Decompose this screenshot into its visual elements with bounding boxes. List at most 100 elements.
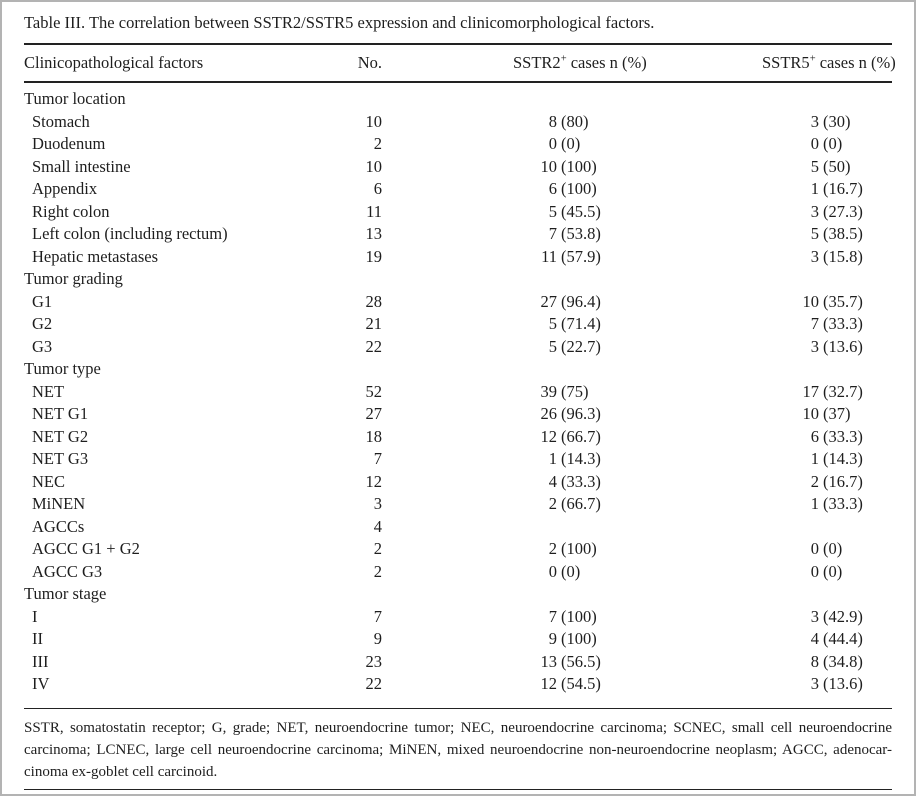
table-row: I 7 7 (100) 3 (42.9) (24, 606, 892, 629)
sstr2-value-pct: (45.5) (561, 201, 601, 221)
row-label: AGCC G1 + G2 (32, 539, 140, 558)
sstr5-value-count: 3 (810, 111, 819, 131)
sstr2-value: 2 (100) (390, 538, 686, 561)
sstr5-value: 3 (27.3) (686, 201, 892, 224)
sstr2-value: 13 (56.5) (390, 651, 686, 674)
row-label: MiNEN (32, 494, 86, 513)
sstr2-value-count: 13 (540, 651, 558, 671)
sstr2-value-count: 1 (548, 449, 557, 468)
sstr5-value-count: 5 (810, 224, 819, 243)
sstr2-value-pct: (14.3) (561, 449, 601, 468)
sstr2-value: 5 (22.7) (390, 336, 686, 359)
sstr5-plus-superscript: + (809, 53, 816, 65)
row-no: 6 (373, 179, 382, 198)
row-label: I (32, 606, 38, 626)
sstr5-value: 4 (44.4) (686, 628, 892, 651)
sstr2-value-pct: (53.8) (561, 224, 601, 243)
sstr5-value-pct: (13.6) (823, 336, 863, 356)
row-no: 10 (365, 156, 383, 176)
row-label: G1 (32, 291, 53, 311)
section-row: Tumor location (24, 82, 892, 111)
sstr2-value-count: 5 (548, 336, 557, 356)
row-no: 2 (373, 539, 382, 558)
table-title: Table III. The correlation between SSTR2… (24, 13, 655, 32)
header-row: Clinicopathological factors No. SSTR2+ c… (24, 43, 896, 83)
sstr2-value-pct: (96.3) (561, 404, 601, 423)
table-row: AGCC G1 + G2 2 2 (100) 0 (0) (24, 538, 892, 561)
table-row: Appendix 6 6 (100) 1 (16.7) (24, 178, 892, 201)
sstr2-label-rest: cases n (%) (566, 53, 647, 72)
sstr5-value: 10 (37) (686, 403, 892, 426)
row-label: Duodenum (32, 134, 106, 153)
sstr2-value-pct: (96.4) (561, 291, 601, 311)
sstr2-value: 5 (71.4) (390, 313, 686, 336)
section-label: Tumor location (24, 89, 126, 108)
footnote-line: cinoma ex-goblet cell carcinoid. (24, 763, 218, 780)
sstr2-value-count: 5 (548, 201, 557, 221)
table-row: MiNEN 3 2 (66.7) 1 (33.3) (24, 493, 892, 516)
table-row: G2 21 5 (71.4) 7 (33.3) (24, 313, 892, 336)
sstr2-value-count: 0 (548, 561, 557, 581)
row-no: 22 (365, 674, 383, 693)
table-row: AGCCs 4 (24, 516, 892, 539)
row-label: G2 (32, 314, 53, 333)
sstr5-value-pct: (15.8) (823, 246, 863, 266)
sstr2-value-pct: (100) (561, 629, 597, 648)
section-label: Tumor stage (24, 584, 107, 603)
table-row: Small intestine 10 10 (100) 5 (50) (24, 156, 892, 179)
section-row: Tumor grading (24, 268, 892, 291)
sstr5-value-count: 1 (810, 494, 819, 513)
sstr5-value-pct: (50) (823, 156, 851, 176)
sstr5-value-count: 17 (802, 381, 820, 401)
section-label: Tumor grading (24, 269, 123, 288)
sstr2-value: 0 (0) (390, 133, 686, 156)
sstr5-value-count: 6 (810, 426, 819, 446)
row-no: 2 (373, 134, 382, 153)
sstr5-value: 3 (30) (686, 111, 892, 134)
footnote-line: carcinoma; LCNEC, large cell neuroendocr… (24, 741, 892, 758)
sstr5-value-pct: (32.7) (823, 381, 863, 401)
sstr5-value-count: 10 (802, 404, 820, 423)
row-label: NET G3 (32, 449, 89, 468)
sstr5-value-pct: (0) (823, 134, 843, 153)
sstr5-value: 10 (35.7) (686, 291, 892, 314)
sstr5-value-count: 10 (802, 291, 820, 311)
sstr2-value: 11 (57.9) (390, 246, 686, 269)
table-row: NET G2 18 12 (66.7) 6 (33.3) (24, 426, 892, 449)
sstr5-value-pct: (27.3) (823, 201, 863, 221)
row-no: 4 (373, 516, 382, 536)
sstr5-value: 0 (0) (686, 538, 892, 561)
sstr5-value-pct: (33.3) (823, 314, 863, 333)
sstr5-value (686, 516, 892, 539)
row-no: 13 (365, 224, 383, 243)
sstr5-value: 17 (32.7) (686, 381, 892, 404)
sstr5-label-rest: cases n (%) (815, 53, 896, 72)
sstr2-value-count: 7 (548, 224, 557, 243)
sstr2-value-pct: (100) (561, 539, 597, 558)
sstr5-value-count: 3 (810, 246, 819, 266)
row-label: IV (32, 674, 50, 693)
sstr2-value: 9 (100) (390, 628, 686, 651)
sstr5-value: 5 (50) (686, 156, 892, 179)
sstr5-value-count: 3 (810, 336, 819, 356)
sstr2-value-count: 11 (541, 246, 557, 266)
correlation-table: Clinicopathological factors No. SSTR2+ c… (24, 43, 896, 696)
sstr5-value-pct: (13.6) (823, 674, 863, 693)
sstr5-value-count: 0 (810, 134, 819, 153)
table-row: NET G3 7 1 (14.3) 1 (14.3) (24, 448, 892, 471)
col-header-sstr2: SSTR2+ cases n (%) (390, 43, 686, 83)
sstr2-value: 8 (80) (390, 111, 686, 134)
sstr2-value: 27 (96.4) (390, 291, 686, 314)
sstr2-value-pct: (100) (561, 606, 597, 626)
row-no: 19 (365, 246, 383, 266)
sstr5-value-count: 4 (810, 629, 819, 648)
sstr2-value-count: 39 (540, 381, 558, 401)
sstr2-value-count: 26 (540, 404, 558, 423)
sstr5-value: 3 (42.9) (686, 606, 892, 629)
sstr2-value-pct: (100) (561, 179, 597, 198)
sstr2-value-pct: (100) (561, 156, 597, 176)
sstr5-value-pct: (44.4) (823, 629, 863, 648)
sstr5-value: 3 (13.6) (686, 673, 892, 696)
sstr5-value: 1 (14.3) (686, 448, 892, 471)
